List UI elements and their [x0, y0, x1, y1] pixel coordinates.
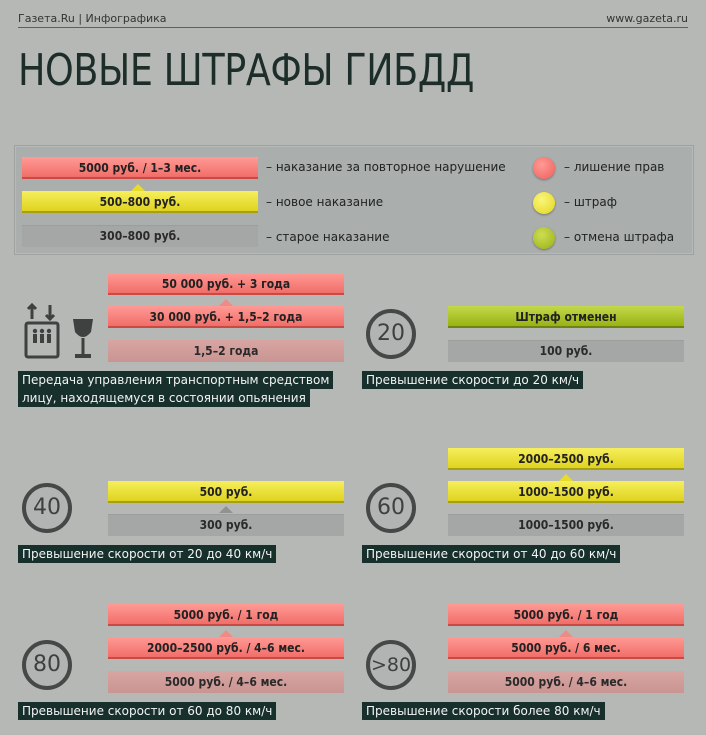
wine-glass-icon: [70, 318, 96, 360]
speed80plus-caption: Превышение скорости более 80 км/ч: [362, 702, 605, 720]
speed-limit-40-icon: 40: [22, 483, 72, 533]
legend-grey-bar: 300–800 руб.: [22, 225, 258, 247]
speed80plus-new-bar: 5000 руб. / 6 мес.: [448, 637, 684, 659]
drunk-old-bar: 1,5–2 года: [108, 340, 344, 362]
speed60-caption: Превышение скорости от 40 до 60 км/ч: [362, 545, 621, 563]
speed80-caption: Превышение скорости от 60 до 80 км/ч: [18, 702, 277, 720]
speed80-new-bar: 2000–2500 руб. / 4–6 мес.: [108, 637, 344, 659]
drunk-caption-line1: Передача управления транспортным средств…: [18, 371, 334, 389]
speed-limit-80-icon: 80: [22, 640, 72, 690]
legend-dot-red-text: – лишение прав: [564, 160, 665, 174]
speed-over-80-icon: >80: [366, 640, 416, 690]
drunk-repeat-bar: 50 000 руб. + 3 года: [108, 273, 344, 295]
speed-limit-60-icon: 60: [366, 483, 416, 533]
drunk-arrow-icon: [219, 299, 233, 306]
legend-yellow-bar: 500–800 руб.: [22, 191, 258, 213]
legend-grey-text: – старое наказание: [266, 230, 390, 244]
speed60-arrow-icon: [559, 474, 573, 481]
speed80-arrow-icon: [219, 630, 233, 637]
red-dot-icon: [533, 157, 555, 179]
drunk-caption-line2: лицу, находящемуся в состоянии опьянения: [18, 389, 310, 407]
drunk-transfer-icon: [22, 302, 62, 359]
source-label: Газета.Ru | Инфографика: [18, 12, 167, 25]
site-url[interactable]: www.gazeta.ru: [606, 12, 688, 25]
legend-yellow-text: – новое наказание: [266, 195, 384, 209]
speed-limit-20-icon: 20: [366, 309, 416, 359]
drunk-new-bar: 30 000 руб. + 1,5–2 года: [108, 306, 344, 328]
speed80-old-bar: 5000 руб. / 4–6 мес.: [108, 671, 344, 693]
speed40-arrow-icon: [219, 506, 233, 513]
speed80plus-repeat-bar: 5000 руб. / 1 год: [448, 604, 684, 626]
green-dot-icon: [533, 227, 555, 249]
speed40-caption: Превышение скорости от 20 до 40 км/ч: [18, 545, 277, 563]
speed20-caption: Превышение скорости до 20 км/ч: [362, 371, 584, 389]
page-title: НОВЫЕ ШТРАФЫ ГИБДД: [18, 45, 475, 96]
speed80plus-arrow-icon: [559, 630, 573, 637]
legend-red-bar: 5000 руб. / 1–3 мес.: [22, 157, 258, 179]
yellow-dot-icon: [533, 192, 555, 214]
legend-red-text: – наказание за повторное нарушение: [266, 160, 506, 174]
top-bar: Газета.Ru | Инфографика www.gazeta.ru: [18, 10, 688, 28]
legend-arrow-icon: [131, 184, 145, 191]
speed80-repeat-bar: 5000 руб. / 1 год: [108, 604, 344, 626]
legend-dot-yellow-text: – штраф: [564, 195, 618, 209]
speed60-repeat-bar: 2000–2500 руб.: [448, 448, 684, 470]
header-divider: [18, 27, 688, 28]
speed60-new-bar: 1000–1500 руб.: [448, 481, 684, 503]
legend-dot-green-text: – отмена штрафа: [564, 230, 675, 244]
speed20-new-bar: Штраф отменен: [448, 306, 684, 328]
speed60-old-bar: 1000–1500 руб.: [448, 514, 684, 536]
speed80plus-old-bar: 5000 руб. / 4–6 мес.: [448, 671, 684, 693]
speed40-new-bar: 500 руб.: [108, 481, 344, 503]
speed40-old-bar: 300 руб.: [108, 514, 344, 536]
speed20-old-bar: 100 руб.: [448, 340, 684, 362]
